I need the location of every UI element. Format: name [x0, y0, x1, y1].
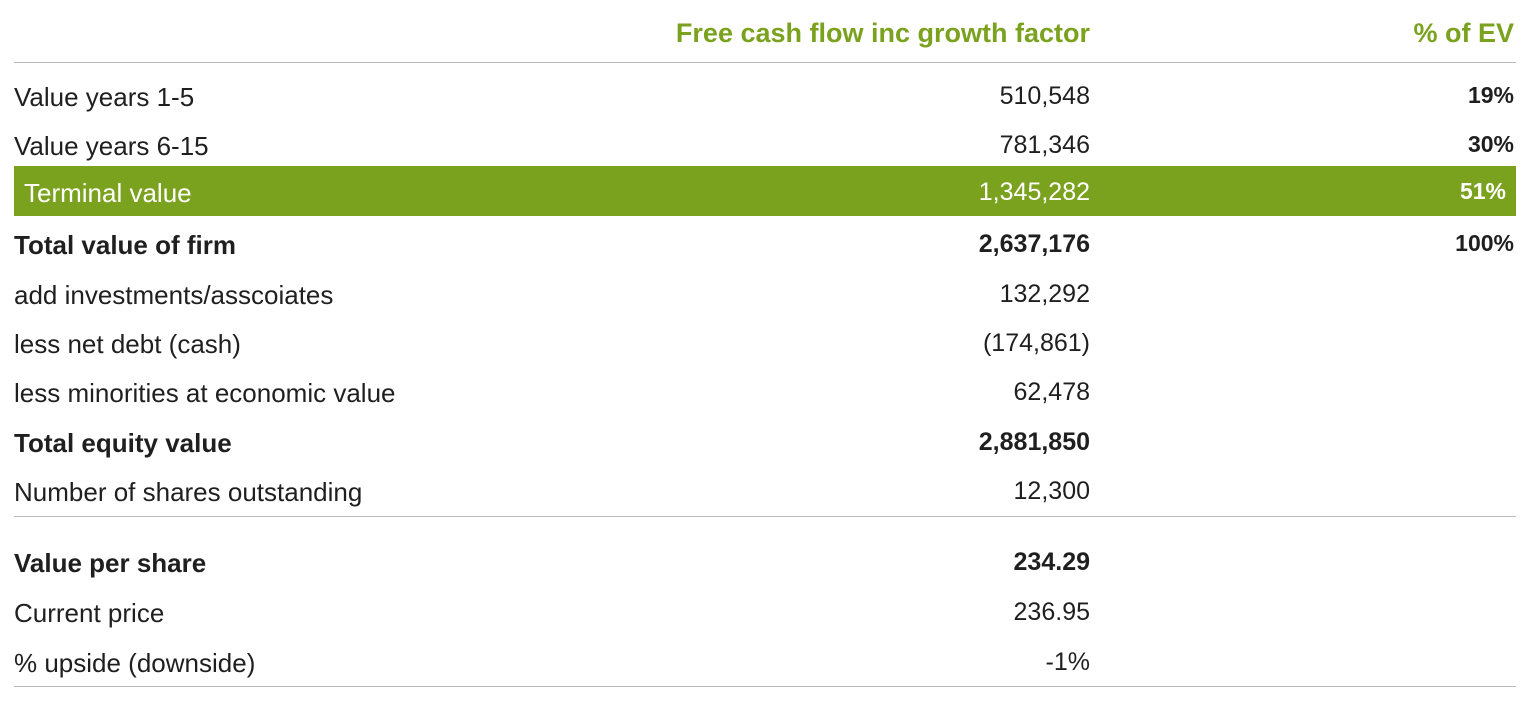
table-row-value-per-share: Value per share 234.29	[14, 536, 1516, 586]
row-value: 132,292	[999, 280, 1090, 308]
row-percent: 100%	[1455, 230, 1514, 256]
row-label: Total value of firm	[14, 230, 236, 260]
table-row-less-net-debt: less net debt (cash) (174,861)	[14, 317, 1516, 367]
row-value: 781,346	[999, 131, 1090, 159]
table-row-value-years-1-5: Value years 1-5 510,548 19%	[14, 70, 1516, 120]
row-label: Terminal value	[24, 178, 192, 208]
row-label: Value years 6-15	[14, 131, 209, 161]
row-label: % upside (downside)	[14, 648, 256, 678]
header-percent-of-ev: % of EV	[1413, 18, 1514, 48]
table-row-terminal-value: Terminal value 1,345,282 51%	[14, 166, 1516, 216]
row-value: 510,548	[999, 82, 1090, 110]
row-label: Current price	[14, 598, 165, 628]
row-percent: 30%	[1467, 131, 1514, 157]
table-row-total-value-of-firm: Total value of firm 2,637,176 100%	[14, 218, 1516, 268]
row-value: 234.29	[1013, 548, 1090, 576]
table-row-total-equity-value: Total equity value 2,881,850	[14, 416, 1516, 466]
row-label: Value years 1-5	[14, 82, 195, 112]
row-value: (174,861)	[982, 329, 1090, 357]
row-value: 2,881,850	[978, 428, 1090, 456]
table-row-shares-outstanding: Number of shares outstanding 12,300	[14, 465, 1516, 515]
row-percent: 51%	[1459, 178, 1506, 204]
header-free-cash-flow: Free cash flow inc growth factor	[675, 18, 1090, 48]
row-label: less net debt (cash)	[14, 329, 241, 359]
summary-divider	[14, 516, 1516, 517]
row-percent: 19%	[1467, 82, 1514, 108]
row-label: Number of shares outstanding	[14, 477, 363, 507]
row-value: 1,345,282	[978, 178, 1090, 206]
row-value: 62,478	[1013, 378, 1090, 406]
row-value: -1%	[1045, 648, 1090, 676]
table-row-add-investments: add investments/asscoiates 132,292	[14, 268, 1516, 318]
table-row-upside: % upside (downside) -1%	[14, 636, 1516, 686]
row-label: Value per share	[14, 548, 207, 578]
table-row-current-price: Current price 236.95	[14, 586, 1516, 636]
table-header: Free cash flow inc growth factor % of EV	[14, 0, 1516, 63]
table-row-less-minorities: less minorities at economic value 62,478	[14, 366, 1516, 416]
row-label: Total equity value	[14, 428, 232, 458]
bottom-divider	[14, 686, 1516, 687]
row-label: less minorities at economic value	[14, 378, 396, 408]
row-label: add investments/asscoiates	[14, 280, 334, 310]
row-value: 12,300	[1013, 477, 1090, 505]
row-value: 236.95	[1013, 598, 1090, 626]
row-value: 2,637,176	[978, 230, 1090, 258]
table-row-value-years-6-15: Value years 6-15 781,346 30%	[14, 119, 1516, 169]
